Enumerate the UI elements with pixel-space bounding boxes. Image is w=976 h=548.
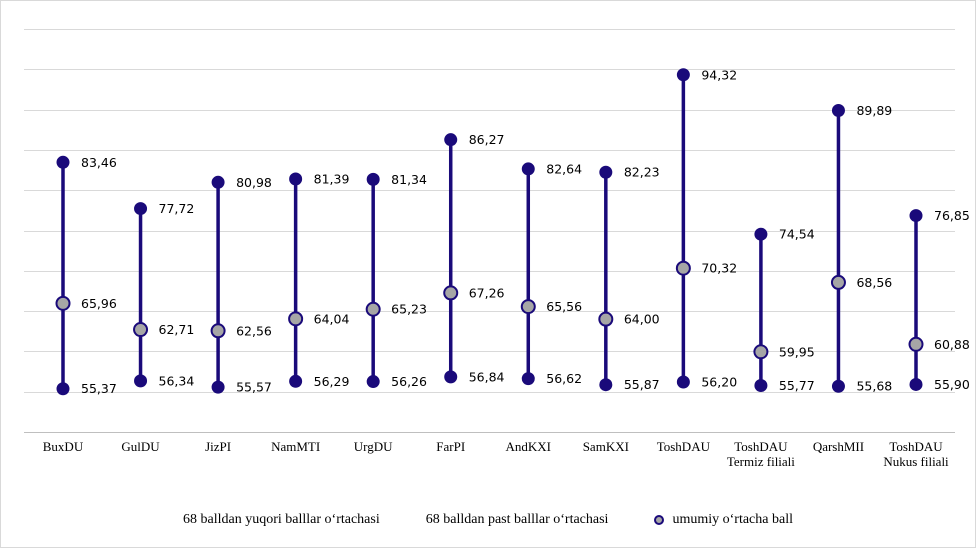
low-point <box>444 370 458 384</box>
low-point <box>909 377 923 391</box>
low-value-label: 56,84 <box>469 369 505 384</box>
high-value-label: 80,98 <box>236 175 272 190</box>
high-value-label: 89,89 <box>856 103 892 118</box>
x-tick-label: JizPI <box>205 439 231 454</box>
high-point <box>599 165 613 179</box>
low-point <box>211 380 225 394</box>
legend-item-high: 68 balldan yuqori balllar o‘rtachasi <box>183 512 380 528</box>
high-value-label: 74,54 <box>779 227 815 242</box>
legend-label-high: 68 balldan yuqori balllar o‘rtachasi <box>183 512 380 527</box>
x-tick-label: SamKXI <box>583 439 629 454</box>
high-point <box>134 202 148 216</box>
average-point <box>365 301 381 317</box>
average-value-label: 68,56 <box>856 275 892 290</box>
low-point <box>289 374 303 388</box>
average-value-label: 60,88 <box>934 337 970 352</box>
high-value-label: 83,46 <box>81 155 117 170</box>
low-point <box>754 378 768 392</box>
legend-item-low: 68 balldan past balllar o‘rtachasi <box>426 512 609 528</box>
average-point <box>753 344 769 360</box>
high-point <box>211 175 225 189</box>
average-value-label: 70,32 <box>701 261 737 276</box>
x-tick-label: ToshDAU <box>657 439 711 454</box>
legend-marker-average-icon <box>654 515 665 525</box>
average-point <box>288 311 304 327</box>
low-point <box>56 382 70 396</box>
average-value-label: 62,71 <box>159 322 195 337</box>
average-value-label: 64,00 <box>624 312 660 327</box>
low-point <box>366 375 380 389</box>
x-tick-label: UrgDU <box>354 439 393 454</box>
high-value-label: 86,27 <box>469 132 505 147</box>
average-value-label: 64,04 <box>314 311 350 326</box>
legend-label-average: umumiy o‘rtacha ball <box>672 512 793 527</box>
x-tick-label: BuxDU <box>43 439 84 454</box>
legend-item-average: umumiy o‘rtacha ball <box>654 512 793 528</box>
average-value-label: 65,96 <box>81 296 117 311</box>
low-point <box>831 379 845 393</box>
low-value-label: 55,77 <box>779 378 815 393</box>
high-value-label: 81,34 <box>391 172 427 187</box>
high-value-label: 82,64 <box>546 161 582 176</box>
high-value-label: 76,85 <box>934 208 970 223</box>
average-point <box>210 323 226 339</box>
high-value-label: 81,39 <box>314 171 350 186</box>
average-value-label: 67,26 <box>469 285 505 300</box>
high-point <box>366 172 380 186</box>
average-value-label: 59,95 <box>779 344 815 359</box>
average-point <box>133 322 149 338</box>
low-value-label: 56,29 <box>314 374 350 389</box>
x-tick-label: QarshMII <box>813 439 864 454</box>
high-value-label: 77,72 <box>159 201 195 216</box>
low-value-label: 56,34 <box>159 373 195 388</box>
low-value-label: 55,68 <box>856 379 892 394</box>
high-point <box>444 133 458 147</box>
low-value-label: 56,20 <box>701 375 737 390</box>
low-point <box>134 374 148 388</box>
low-point <box>676 375 690 389</box>
low-value-label: 55,57 <box>236 380 272 395</box>
x-tick-label: FarPI <box>436 439 465 454</box>
low-point <box>521 372 535 386</box>
average-point <box>520 299 536 315</box>
legend: 68 balldan yuqori balllar o‘rtachasi 68 … <box>0 508 976 532</box>
x-tick-label: AndKXI <box>506 439 552 454</box>
average-value-label: 62,56 <box>236 323 272 338</box>
high-point <box>754 227 768 241</box>
legend-label-low: 68 balldan past balllar o‘rtachasi <box>425 512 609 527</box>
x-tick-label: GulDU <box>121 439 160 454</box>
high-value-label: 94,32 <box>701 67 737 82</box>
x-tick-label: ToshDAU Termiz filiali <box>727 439 795 469</box>
average-point <box>675 260 691 276</box>
high-point <box>909 209 923 223</box>
average-point <box>908 336 924 352</box>
low-value-label: 56,62 <box>546 371 582 386</box>
low-value-label: 55,37 <box>81 381 117 396</box>
x-tick-label: NamMTI <box>271 439 320 454</box>
low-value-label: 55,87 <box>624 377 660 392</box>
low-value-label: 56,26 <box>391 374 427 389</box>
average-value-label: 65,56 <box>546 299 582 314</box>
average-point <box>830 274 846 290</box>
high-point <box>289 172 303 186</box>
average-point <box>55 295 71 311</box>
low-value-label: 55,90 <box>934 377 970 392</box>
average-value-label: 65,23 <box>391 302 427 317</box>
high-point <box>676 68 690 82</box>
high-point <box>521 162 535 176</box>
average-point <box>598 311 614 327</box>
x-tick-label: ToshDAU Nukus filiali <box>883 439 949 469</box>
high-point <box>56 155 70 169</box>
average-point <box>443 285 459 301</box>
high-value-label: 82,23 <box>624 165 660 180</box>
high-point <box>831 103 845 117</box>
low-point <box>599 378 613 392</box>
